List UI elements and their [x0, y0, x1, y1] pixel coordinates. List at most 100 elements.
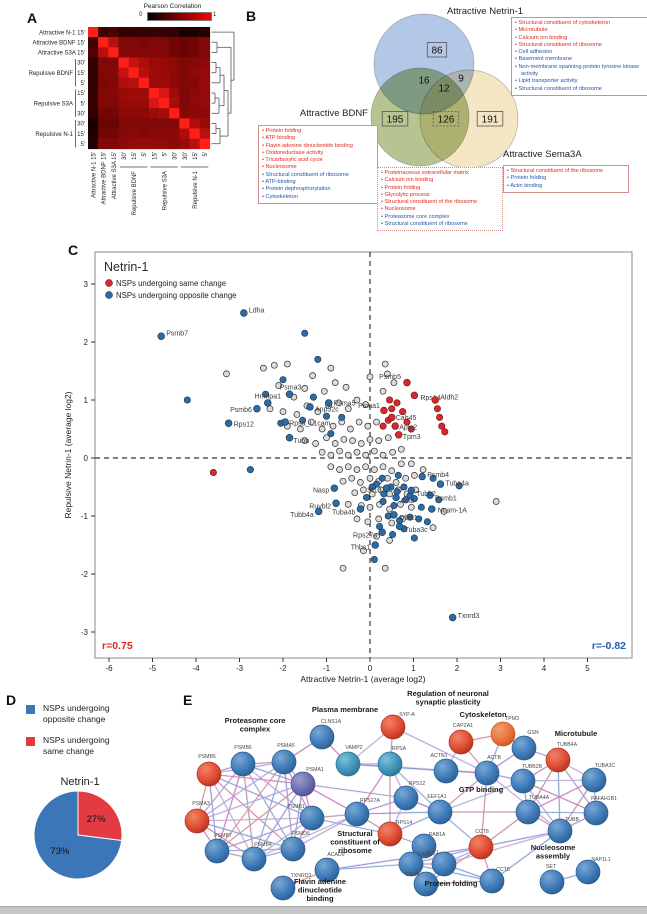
svg-text:Tubb2: Tubb2 — [416, 491, 436, 498]
go-term: • ATP binding — [262, 135, 296, 142]
network-node-PSMD6 — [280, 836, 306, 862]
go-term: • Tricarboxylic acid cycle — [262, 157, 323, 164]
svg-text:30': 30' — [183, 152, 189, 160]
go-term: • Flavin adenine dinucleotide binding — [262, 142, 353, 149]
svg-text:Psma3: Psma3 — [280, 385, 302, 392]
svg-text:27%: 27% — [87, 814, 107, 825]
legend-line: opposite change — [43, 713, 106, 724]
svg-text:86: 86 — [431, 46, 443, 57]
svg-text:CALR: CALR — [405, 872, 419, 878]
svg-text:PSMA3: PSMA3 — [192, 801, 210, 807]
dendrogram — [211, 31, 235, 145]
svg-text:PSMB4: PSMB4 — [254, 842, 272, 848]
svg-text:Protein folding: Protein folding — [425, 879, 478, 888]
svg-text:Attractive Netrin-1 (average l: Attractive Netrin-1 (average log2) — [300, 674, 425, 684]
svg-text:PSMA5: PSMA5 — [277, 743, 295, 749]
network-node-NAP1L1 — [575, 859, 601, 885]
svg-text:Psmb7: Psmb7 — [166, 331, 188, 338]
svg-text:PSMB5: PSMB5 — [198, 754, 216, 760]
network-node-RAB1A — [411, 833, 437, 859]
network-node-EEF1A1 — [427, 799, 453, 825]
network-node-GSN — [511, 735, 537, 761]
go-term-box-2: • Proteinaceous extracellular matrix • Ca… — [377, 167, 503, 232]
venn-counts: 86 16 12 9 195 126 191 — [381, 42, 504, 127]
network-edges — [196, 726, 597, 889]
svg-text:TUBA3C: TUBA3C — [595, 763, 616, 769]
svg-text:RPS27A: RPS27A — [360, 798, 380, 804]
svg-text:Aplp2: Aplp2 — [399, 425, 417, 432]
svg-text:TUBB2B: TUBB2B — [522, 764, 543, 770]
svg-text:5: 5 — [585, 664, 590, 673]
network-node-PSMB6 — [230, 751, 256, 777]
svg-text:4: 4 — [542, 664, 547, 673]
svg-text:30': 30' — [173, 152, 179, 160]
svg-text:Ruvbl2: Ruvbl2 — [309, 504, 331, 511]
svg-text:TPM3: TPM3 — [505, 716, 519, 722]
network-node-TCP1 — [431, 851, 457, 877]
svg-text:Cab45: Cab45 — [396, 415, 417, 422]
legend-swatch-blue — [26, 705, 35, 714]
svg-text:195: 195 — [387, 115, 404, 126]
svg-text:Tubb4a: Tubb4a — [290, 512, 314, 519]
network-node-RPS14 — [377, 821, 403, 847]
svg-text:Attractive S3A 15': Attractive S3A 15' — [112, 152, 118, 199]
network-node-SYP-A — [380, 714, 406, 740]
scatter-points — [183, 329, 500, 572]
svg-text:TCP1: TCP1 — [425, 850, 438, 856]
svg-text:PAFAH1B1: PAFAH1B1 — [591, 796, 617, 802]
svg-text:1: 1 — [411, 664, 416, 673]
network-node-TUBB4A — [545, 747, 571, 773]
svg-text:TUBB4A: TUBB4A — [557, 742, 578, 748]
svg-text:Microtubule: Microtubule — [555, 729, 598, 738]
svg-text:Attractive N-1 15': Attractive N-1 15' — [39, 30, 85, 36]
go-term: • Proteinaceous extracellular matrix — [381, 170, 469, 176]
svg-text:RPS12: RPS12 — [409, 781, 426, 787]
svg-text:NAP1L1: NAP1L1 — [591, 857, 610, 863]
svg-text:Rps27a: Rps27a — [353, 533, 377, 540]
panel-d-pie: D NSPs undergoing opposite change NSPs u… — [0, 690, 185, 914]
panel-d-label: D — [6, 692, 17, 708]
network-node-ACTN1 — [433, 758, 459, 784]
scatter-legend: NSPs undergoing same change NSPs undergoi… — [105, 279, 237, 300]
network-node-CCT8 — [468, 834, 494, 860]
svg-text:16: 16 — [418, 76, 430, 87]
svg-text:VAMP2: VAMP2 — [345, 745, 362, 751]
svg-text:Nasp: Nasp — [313, 488, 329, 495]
svg-text:-3: -3 — [81, 628, 89, 637]
svg-text:NSPs undergoing same change: NSPs undergoing same change — [116, 279, 226, 288]
scatter-axes: -6 -5 -4 -3 -2 -1 0 1 2 3 4 5 -3 -2 -1 0 1 2 3 Attractive N… — [63, 280, 590, 684]
svg-text:Psma5: Psma5 — [334, 400, 356, 407]
legend-line: NSPs undergoing — [43, 703, 110, 713]
network-node-ACTB — [474, 760, 500, 786]
go-term: • Cytoskeleton — [262, 193, 298, 200]
go-term: • Lipid transporter activity — [515, 78, 578, 85]
svg-text:15': 15' — [152, 152, 158, 160]
panel-a-label: A — [27, 10, 38, 26]
svg-text:Repulsive BDNF: Repulsive BDNF — [132, 171, 138, 216]
svg-text:r=0.75: r=0.75 — [102, 640, 133, 652]
svg-text:Psma1: Psma1 — [358, 403, 380, 410]
svg-text:Anp32c: Anp32c — [315, 406, 339, 413]
svg-text:2: 2 — [455, 664, 460, 673]
svg-text:Olfm1: Olfm1 — [399, 515, 418, 522]
svg-text:PSMD6: PSMD6 — [292, 831, 310, 837]
network-node-RPSA — [377, 751, 403, 777]
pie-legend: NSPs undergoing opposite change NSPs und… — [26, 703, 110, 767]
network-node-TUBB — [547, 818, 573, 844]
svg-text:Hnmpa1: Hnmpa1 — [255, 393, 282, 400]
network-node-ACAD9 — [314, 857, 340, 883]
svg-text:Repulsive S3A: Repulsive S3A — [34, 101, 73, 107]
svg-text:CLNS1A: CLNS1A — [321, 719, 342, 725]
go-term-box-1: • Protein folding • ATP binding • Flavin a… — [258, 125, 378, 204]
svg-text:Attractive BDNF 15': Attractive BDNF 15' — [33, 40, 86, 46]
svg-text:5': 5' — [81, 101, 85, 107]
svg-text:Repulsive Netrin-1 (average lo: Repulsive Netrin-1 (average log2) — [63, 391, 73, 518]
network-node-RPS27A — [344, 801, 370, 827]
network-group-labels: Proteasome core complex Plasma membrane Reg… — [225, 689, 598, 903]
svg-text:Tuba3c: Tuba3c — [405, 527, 429, 534]
go-term: • Structural constituent of cytoskeleton — [515, 20, 610, 26]
svg-text:15': 15' — [193, 152, 199, 160]
svg-text:3: 3 — [498, 664, 503, 673]
